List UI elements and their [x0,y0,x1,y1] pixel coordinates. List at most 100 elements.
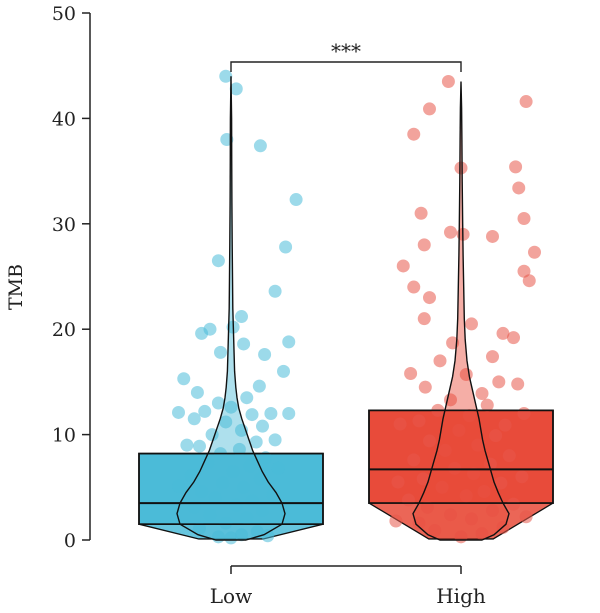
group-low [138,69,324,545]
group-high [368,75,554,544]
significance-bracket [230,61,462,72]
data-point [519,510,533,524]
data-point [517,264,531,278]
data-point [483,457,497,471]
data-point [245,494,259,508]
data-point [507,497,520,511]
data-point [414,206,428,220]
data-point [494,476,508,490]
data-point [203,322,217,336]
data-point [391,475,405,489]
data-point [268,433,282,447]
y-axis: 0 10 20 30 40 50 [52,3,91,552]
data-point [448,461,462,475]
data-point [190,385,204,399]
data-point [528,245,541,259]
data-point [289,193,303,207]
data-point [252,379,266,393]
box-outline [368,409,554,504]
data-point [268,284,282,298]
data-point [522,274,536,288]
data-point [237,337,251,351]
data-point [462,409,476,423]
data-point [475,386,489,400]
plot-groups [138,69,554,545]
y-tick-label: 40 [52,108,76,130]
data-point [237,480,251,494]
data-point [423,102,436,116]
data-point [420,500,434,514]
data-point [489,429,503,443]
data-point [486,229,499,243]
data-point [459,489,473,503]
data-point [396,259,410,273]
data-point [486,350,499,364]
data-point [471,438,485,452]
data-point [502,449,516,463]
data-point [277,364,290,378]
data-point [226,464,240,478]
data-point [232,442,246,456]
data-point [279,240,293,254]
data-point [452,423,466,437]
data-point [418,380,432,394]
data-point [224,531,238,545]
data-point [282,407,296,421]
data-point [264,407,278,421]
data-point [245,408,259,422]
data-point [402,493,415,507]
data-point [475,527,489,541]
data-point [477,485,491,499]
box-outline [138,452,324,525]
y-axis-label: TMB [5,264,27,310]
data-point [177,372,191,386]
y-tick-label: 30 [52,214,76,236]
data-point [389,514,403,528]
data-point [517,407,531,421]
data-point [198,404,212,418]
data-point [259,451,273,465]
data-point [172,479,185,493]
data-point [250,525,264,539]
y-tick-label: 20 [52,319,76,341]
data-point [211,254,225,268]
data-point [184,469,198,483]
data-point [496,326,510,340]
violin [176,76,286,541]
data-point [515,470,529,484]
data-point [428,524,442,538]
data-point [214,345,227,359]
data-point [512,181,526,195]
data-point [423,291,436,305]
data-point [240,391,254,405]
data-point [511,377,525,391]
x-tick-label: Low [210,584,252,608]
data-point [438,443,452,457]
data-point [229,498,243,512]
data-point [517,212,531,226]
data-point [444,508,457,522]
significance-label: *** [331,39,361,63]
data-point [417,238,431,252]
data-point [498,418,512,432]
data-point [229,82,243,96]
data-point [224,400,238,414]
y-tick-label: 0 [64,530,76,552]
data-point [486,503,499,517]
data-point [509,160,523,174]
data-point [253,472,267,486]
data-point [211,396,225,410]
data-point [393,417,407,431]
data-point [208,491,222,505]
data-point [203,508,217,522]
data-point [441,75,455,89]
data-point [261,529,275,543]
data-point [219,69,233,83]
x-axis: Low High [210,565,486,608]
data-point [454,161,468,175]
data-point [172,405,185,419]
data-point [407,280,421,294]
data-point [266,488,280,502]
